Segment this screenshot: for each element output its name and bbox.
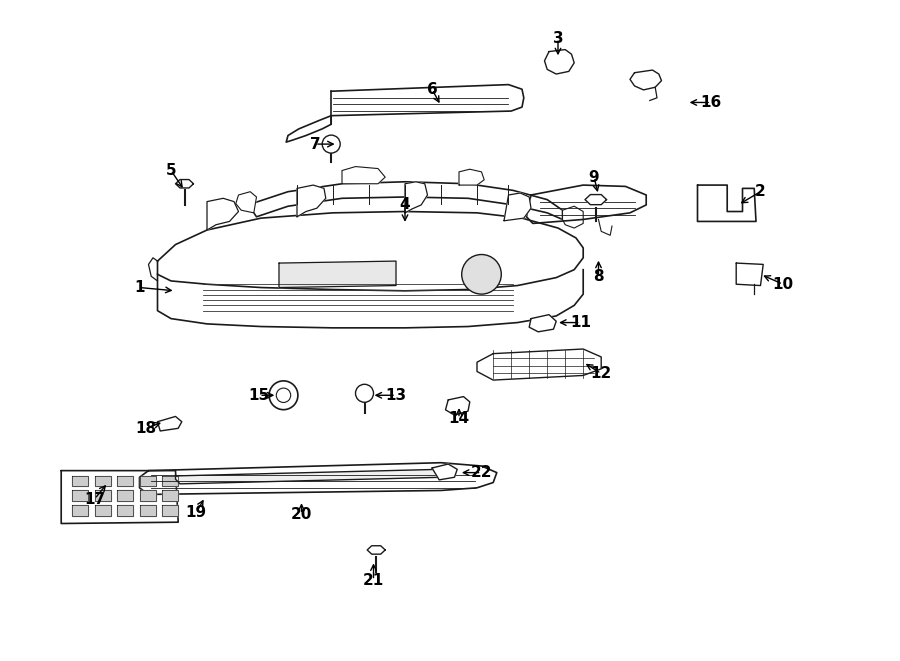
Text: 12: 12 [590, 366, 612, 381]
Polygon shape [176, 469, 443, 484]
Polygon shape [162, 505, 178, 516]
Text: 4: 4 [400, 198, 410, 212]
Circle shape [269, 381, 298, 410]
Text: 11: 11 [570, 315, 591, 330]
Text: 6: 6 [427, 82, 437, 97]
Polygon shape [342, 167, 385, 184]
Polygon shape [504, 193, 531, 221]
Polygon shape [61, 471, 178, 524]
Polygon shape [736, 263, 763, 286]
Polygon shape [544, 50, 574, 74]
Text: 13: 13 [385, 388, 407, 403]
Polygon shape [236, 192, 256, 213]
Text: 20: 20 [291, 507, 312, 522]
Polygon shape [297, 185, 326, 217]
Polygon shape [459, 169, 484, 185]
Polygon shape [477, 349, 601, 380]
Polygon shape [140, 463, 497, 494]
Polygon shape [117, 476, 133, 486]
Text: 17: 17 [84, 492, 105, 506]
Text: 15: 15 [248, 388, 270, 403]
Polygon shape [432, 464, 457, 480]
Text: 18: 18 [135, 421, 157, 436]
Text: 10: 10 [772, 277, 794, 292]
Circle shape [356, 384, 373, 403]
Polygon shape [158, 212, 583, 291]
Text: 9: 9 [589, 170, 599, 184]
Text: 7: 7 [310, 137, 320, 151]
Polygon shape [162, 476, 178, 486]
Text: 16: 16 [700, 95, 722, 110]
Polygon shape [158, 270, 583, 328]
Text: 8: 8 [593, 269, 604, 284]
Polygon shape [630, 70, 662, 90]
Text: 3: 3 [553, 31, 563, 46]
Circle shape [322, 135, 340, 153]
Polygon shape [140, 505, 156, 516]
Polygon shape [698, 185, 756, 221]
Polygon shape [162, 490, 178, 501]
Polygon shape [252, 182, 562, 219]
Polygon shape [117, 505, 133, 516]
Polygon shape [207, 198, 238, 230]
Polygon shape [562, 206, 583, 228]
Polygon shape [529, 315, 556, 332]
Text: 14: 14 [448, 411, 470, 426]
Text: 1: 1 [134, 280, 145, 295]
Text: 19: 19 [185, 505, 207, 520]
Text: 21: 21 [363, 573, 384, 588]
Polygon shape [158, 416, 182, 431]
Polygon shape [585, 194, 607, 205]
Polygon shape [286, 85, 524, 142]
Circle shape [462, 254, 501, 294]
Polygon shape [446, 397, 470, 415]
Text: 5: 5 [166, 163, 176, 178]
Polygon shape [117, 490, 133, 501]
Polygon shape [94, 505, 111, 516]
Polygon shape [72, 476, 88, 486]
Polygon shape [140, 476, 156, 486]
Polygon shape [140, 490, 156, 501]
Polygon shape [94, 476, 111, 486]
Text: 2: 2 [755, 184, 766, 199]
Polygon shape [279, 261, 396, 288]
Polygon shape [405, 182, 428, 213]
Polygon shape [72, 505, 88, 516]
Polygon shape [176, 180, 194, 188]
Polygon shape [72, 490, 88, 501]
Polygon shape [367, 546, 385, 554]
Polygon shape [526, 185, 646, 223]
Polygon shape [94, 490, 111, 501]
Text: 22: 22 [471, 465, 492, 480]
Circle shape [276, 388, 291, 403]
